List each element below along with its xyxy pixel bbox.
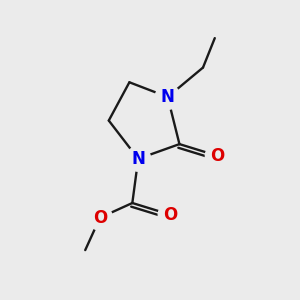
Text: N: N: [161, 88, 175, 106]
Circle shape: [158, 202, 183, 227]
Text: O: O: [93, 209, 107, 227]
Circle shape: [155, 85, 180, 110]
Text: O: O: [211, 147, 225, 165]
Circle shape: [126, 146, 151, 171]
Circle shape: [206, 143, 230, 168]
Circle shape: [88, 206, 112, 230]
Text: N: N: [131, 150, 145, 168]
Text: O: O: [164, 206, 178, 224]
